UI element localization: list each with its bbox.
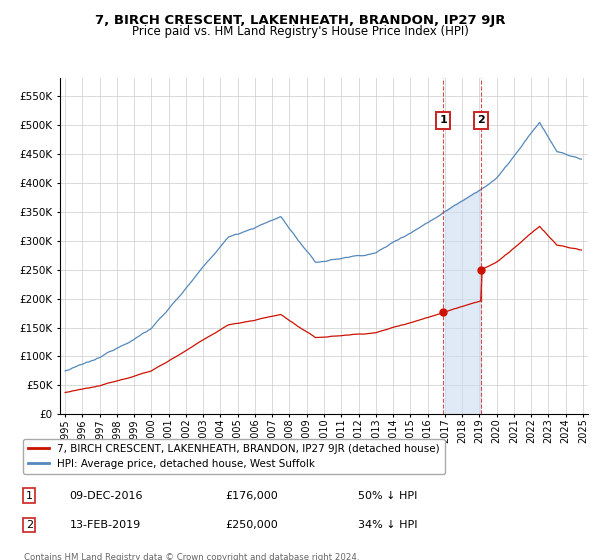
Text: 34% ↓ HPI: 34% ↓ HPI <box>358 520 417 530</box>
Text: Contains HM Land Registry data © Crown copyright and database right 2024.: Contains HM Land Registry data © Crown c… <box>23 553 359 560</box>
Text: 09-DEC-2016: 09-DEC-2016 <box>70 491 143 501</box>
Text: £250,000: £250,000 <box>225 520 278 530</box>
Legend: 7, BIRCH CRESCENT, LAKENHEATH, BRANDON, IP27 9JR (detached house), HPI: Average : 7, BIRCH CRESCENT, LAKENHEATH, BRANDON, … <box>23 438 445 474</box>
Text: 50% ↓ HPI: 50% ↓ HPI <box>358 491 417 501</box>
Text: 2: 2 <box>26 520 33 530</box>
Text: 1: 1 <box>26 491 33 501</box>
Text: 1: 1 <box>440 115 447 125</box>
Text: £176,000: £176,000 <box>225 491 278 501</box>
Text: 13-FEB-2019: 13-FEB-2019 <box>70 520 141 530</box>
Text: 2: 2 <box>478 115 485 125</box>
Text: 7, BIRCH CRESCENT, LAKENHEATH, BRANDON, IP27 9JR: 7, BIRCH CRESCENT, LAKENHEATH, BRANDON, … <box>95 14 505 27</box>
Text: Price paid vs. HM Land Registry's House Price Index (HPI): Price paid vs. HM Land Registry's House … <box>131 25 469 38</box>
